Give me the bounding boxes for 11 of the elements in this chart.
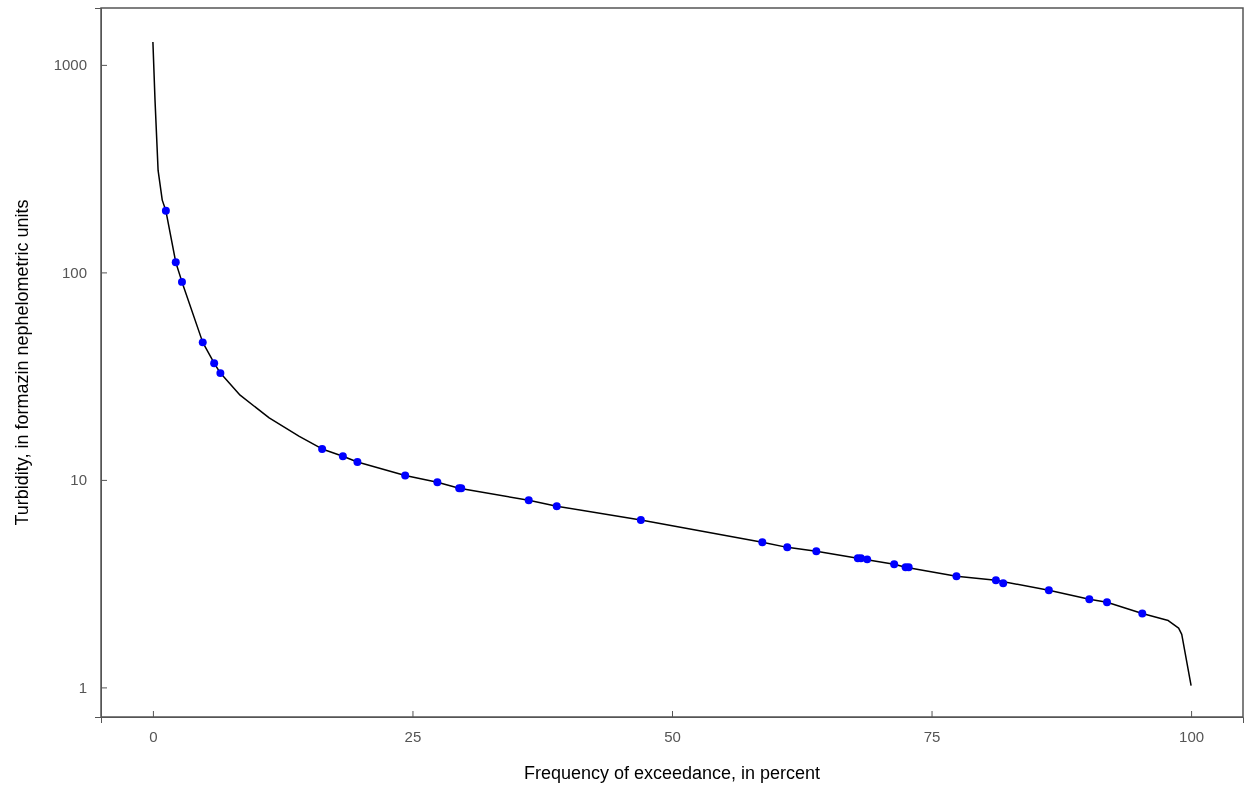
x-axis-title: Frequency of exceedance, in percent bbox=[523, 763, 821, 783]
x-tick-label: 75 bbox=[923, 727, 941, 745]
y-tick-label: 10 bbox=[70, 471, 87, 489]
x-tick-label: 25 bbox=[404, 727, 422, 745]
x-tick-label: 100 bbox=[1179, 727, 1205, 745]
x-tick-label: 0 bbox=[149, 727, 158, 745]
x-tick-label: 50 bbox=[664, 727, 681, 745]
y-axis-title: Turbidity, in formazin nephelometric units bbox=[12, 199, 32, 526]
y-tick-label: 100 bbox=[61, 263, 87, 281]
y-tick-label: 1 bbox=[78, 678, 87, 696]
y-tick-label: 1000 bbox=[53, 56, 87, 74]
